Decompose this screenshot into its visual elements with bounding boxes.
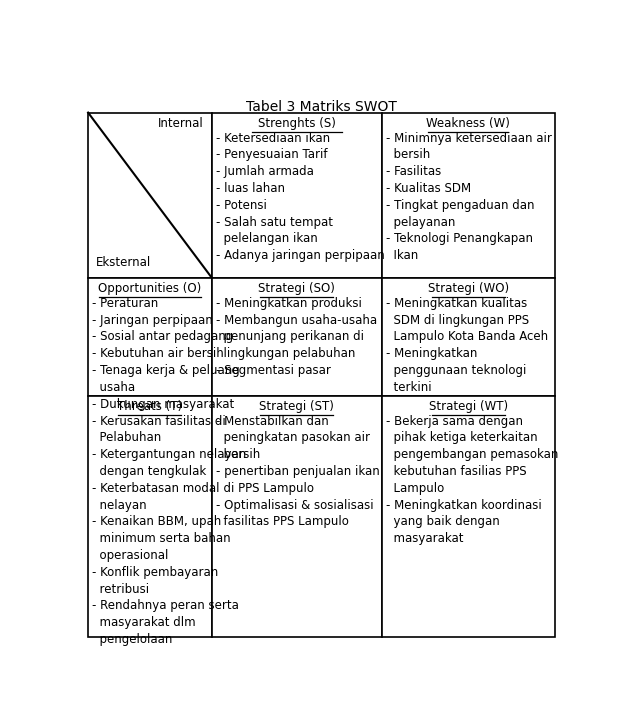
Text: - Bekerja sama dengan
  pihak ketiga keterkaitan
  pengembangan pemasokan
  kebu: - Bekerja sama dengan pihak ketiga keter… (386, 415, 558, 545)
Text: - Minimnya ketersediaan air
  bersih
- Fasilitas
- Kualitas SDM
- Tingkat pengad: - Minimnya ketersediaan air bersih - Fas… (386, 132, 552, 262)
Text: Strategi (WO): Strategi (WO) (428, 282, 509, 295)
Bar (88, 395, 212, 637)
Text: Strategi (ST): Strategi (ST) (260, 400, 334, 413)
Text: Eksternal: Eksternal (96, 256, 151, 269)
Text: Strategi (SO): Strategi (SO) (258, 282, 335, 295)
Bar (382, 395, 555, 637)
Text: - Ketersediaan ikan
- Penyesuaian Tarif
- Jumlah armada
- luas lahan
- Potensi
-: - Ketersediaan ikan - Penyesuaian Tarif … (216, 132, 384, 262)
Text: Internal: Internal (158, 117, 204, 130)
Bar (212, 113, 382, 277)
Text: Weakness (W): Weakness (W) (426, 117, 510, 130)
Text: - Kerusakan fasilitas di
  Pelabuhan
- Ketergantungan nelayan
  dengan tengkulak: - Kerusakan fasilitas di Pelabuhan - Ket… (92, 415, 246, 646)
Text: - Meningkatkan kualitas
  SDM di lingkungan PPS
  Lampulo Kota Banda Aceh
- Meni: - Meningkatkan kualitas SDM di lingkunga… (386, 297, 548, 394)
Text: Tabel 3 Matriks SWOT: Tabel 3 Matriks SWOT (246, 100, 397, 114)
Text: - Meningkatkan produksi
- Membangun usaha-usaha
  penunjang perikanan di
  lingk: - Meningkatkan produksi - Membangun usah… (216, 297, 377, 377)
Bar (88, 277, 212, 395)
Text: Opportunities (O): Opportunities (O) (98, 282, 201, 295)
Text: Threats (T): Threats (T) (117, 400, 182, 413)
Text: - Peraturan
- Jaringan perpipaan
- Sosial antar pedagang
- Kebutuhan air bersih
: - Peraturan - Jaringan perpipaan - Sosia… (92, 297, 240, 411)
Text: Strategi (WT): Strategi (WT) (429, 400, 508, 413)
Bar (382, 113, 555, 277)
Bar (88, 113, 212, 277)
Text: - Menstabilkan dan
  peningkatan pasokan air
  bersih
- penertiban penjualan ika: - Menstabilkan dan peningkatan pasokan a… (216, 415, 379, 529)
Bar (212, 395, 382, 637)
Text: Strenghts (S): Strenghts (S) (258, 117, 336, 130)
Bar (382, 277, 555, 395)
Bar (212, 277, 382, 395)
